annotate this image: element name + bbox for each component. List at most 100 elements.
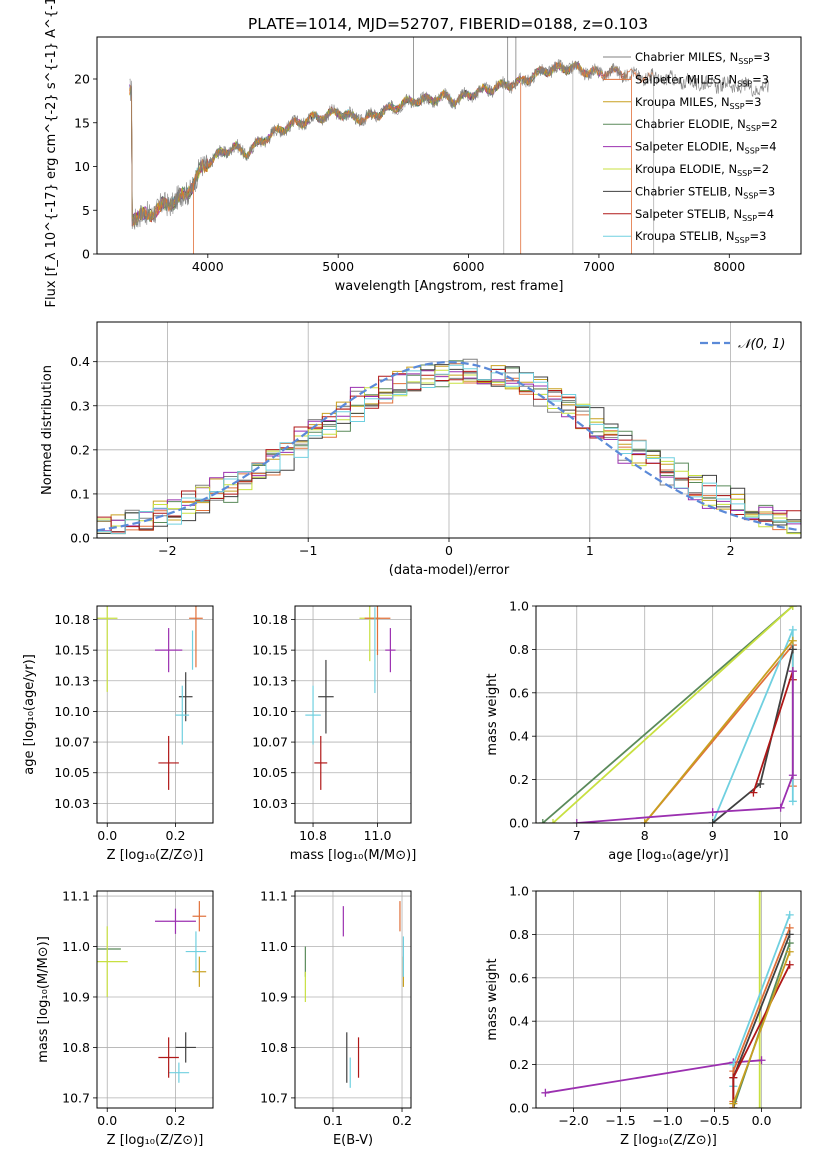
x-tick-label: −0.5: [699, 1113, 729, 1128]
histogram-series: [97, 369, 801, 533]
y-axis-label: Flux [f_λ 10^{-17} erg cm^{-2} s^{-1} A^…: [44, 0, 59, 307]
y-tick-label: 10.18: [54, 612, 90, 627]
x-tick-label: 8: [641, 828, 649, 843]
x-tick-label: 0.2: [392, 1113, 412, 1128]
weight-point-marker: [548, 819, 557, 823]
y-axis-label: age [log₁₀(age/yr)]: [22, 654, 37, 775]
weight-point-marker: [729, 1099, 738, 1108]
y-tick-label: 0.8: [509, 642, 529, 657]
legend-subscript: SSP: [735, 236, 750, 245]
weight-point-marker: [788, 606, 797, 610]
legend-label: Chabrier ELODIE, NSSP=2: [635, 117, 778, 133]
weight-series-line: [644, 640, 794, 823]
y-tick-label: 10.07: [54, 735, 90, 750]
mass-weight-vs-age-panel: 7 8 9 10 0.0 0.2 0.4 0.6 0.8 1.0 age [log₁₀(age/yr…: [485, 599, 802, 863]
x-tick-label: 0.0: [97, 1113, 117, 1128]
y-tick-label: 10.18: [252, 612, 288, 627]
legend-label: Salpeter MILES, NSSP=3: [635, 72, 769, 88]
weight-point-marker: [785, 930, 794, 939]
x-axis-label: Z [log₁₀(Z/Z⊙)]: [107, 848, 204, 863]
y-axis-label: mass [log₁₀(M/M⊙)]: [36, 936, 51, 1063]
spectrum-series-line: [129, 61, 625, 227]
y-tick-label: 0.2: [70, 442, 90, 457]
y-axis-label: mass weight: [485, 673, 500, 755]
legend-nssp: =3: [758, 184, 775, 198]
legend-subscript: SSP: [743, 191, 758, 200]
legend-label: Kroupa ELODIE, NSSP=2: [635, 162, 769, 178]
y-tick-label: 0.6: [509, 685, 529, 700]
legend-nssp: =4: [757, 207, 774, 221]
y-tick-label: 10.15: [54, 643, 90, 658]
axes-frame: [96, 890, 214, 1109]
y-tick-label: 10.15: [252, 643, 288, 658]
weight-series-line: [545, 1059, 762, 1094]
y-tick-label: 1.0: [509, 599, 529, 614]
weight-point-marker: [788, 636, 797, 645]
normal-curve: [97, 360, 801, 532]
y-tick-label: 10.7: [62, 1090, 90, 1105]
x-tick-label: −2: [158, 543, 176, 558]
x-tick-label: −2.0: [558, 1113, 588, 1128]
y-tick-label: 20: [74, 72, 90, 87]
spectrum-series-line: [129, 62, 625, 227]
x-tick-label: 1: [586, 543, 594, 558]
weight-point-marker: [757, 1056, 766, 1065]
weight-series-line: [542, 606, 794, 823]
weight-point-marker: [749, 788, 758, 797]
axes-frame: [96, 36, 802, 255]
weight-point-marker: [572, 819, 581, 823]
axes-frame: [96, 321, 802, 539]
x-tick-label: 0: [445, 543, 453, 558]
x-tick-label: 0.0: [97, 828, 117, 843]
y-tick-label: 10.9: [62, 989, 90, 1004]
spectrum-series-line: [129, 62, 600, 226]
legend-series-name: Salpeter MILES, N: [635, 72, 737, 86]
y-tick-label: 0: [82, 247, 90, 262]
legend-label: Salpeter STELIB, NSSP=4: [635, 207, 774, 223]
x-tick-label: 0.2: [166, 828, 186, 843]
x-tick-label: 11.0: [364, 828, 392, 843]
x-axis-label: Z [log₁₀(Z/Z⊙)]: [620, 1133, 717, 1148]
legend-nssp: =2: [752, 162, 769, 176]
x-tick-label: −1.5: [605, 1113, 635, 1128]
x-tick-label: 0.2: [166, 1113, 186, 1128]
histogram-series: [97, 364, 801, 535]
x-axis-label: wavelength [Angstrom, rest frame]: [335, 279, 564, 294]
y-tick-label: 10.03: [54, 796, 90, 811]
weight-point-marker: [755, 891, 764, 895]
legend-nssp: =2: [761, 117, 778, 131]
x-tick-label: 10: [773, 828, 789, 843]
y-tick-label: 11.1: [260, 889, 288, 904]
y-tick-label: 1.0: [509, 884, 529, 899]
legend-subscript: SSP: [738, 57, 753, 66]
y-tick-label: 0.4: [509, 1014, 529, 1029]
legend-series-name: Kroupa ELODIE, N: [635, 162, 737, 176]
x-axis-label: (data-model)/error: [389, 563, 510, 578]
weight-lines: [538, 606, 797, 823]
legend-subscript: SSP: [730, 102, 745, 111]
x-tick-label: 5000: [322, 259, 354, 274]
x-tick-label: 8000: [713, 259, 745, 274]
weight-point-marker: [785, 960, 794, 969]
legend-nssp: =3: [752, 72, 769, 86]
x-axis-label: Z [log₁₀(Z/Z⊙)]: [107, 1133, 204, 1148]
y-tick-label: 5: [82, 203, 90, 218]
axes-frame: [96, 605, 214, 824]
weight-series-line: [576, 671, 794, 823]
legend-series-name: Chabrier ELODIE, N: [635, 117, 746, 131]
weight-point-marker: [788, 625, 797, 634]
y-tick-label: 0.0: [70, 531, 90, 546]
legend-series-name: Chabrier STELIB, N: [635, 184, 743, 198]
legend-label: Salpeter ELODIE, NSSP=4: [635, 140, 777, 156]
y-tick-label: 0.1: [70, 486, 90, 501]
x-tick-label: −1.0: [652, 1113, 682, 1128]
y-tick-label: 0.8: [509, 927, 529, 942]
legend-series-name: Salpeter STELIB, N: [635, 207, 742, 221]
weight-series-line: [732, 951, 791, 1105]
legend-label: Kroupa MILES, NSSP=3: [635, 95, 761, 111]
x-tick-label: −1: [299, 543, 317, 558]
x-axis-label: mass [log₁₀(M/M⊙)]: [290, 848, 417, 863]
spectrum-series-line: [129, 61, 628, 228]
